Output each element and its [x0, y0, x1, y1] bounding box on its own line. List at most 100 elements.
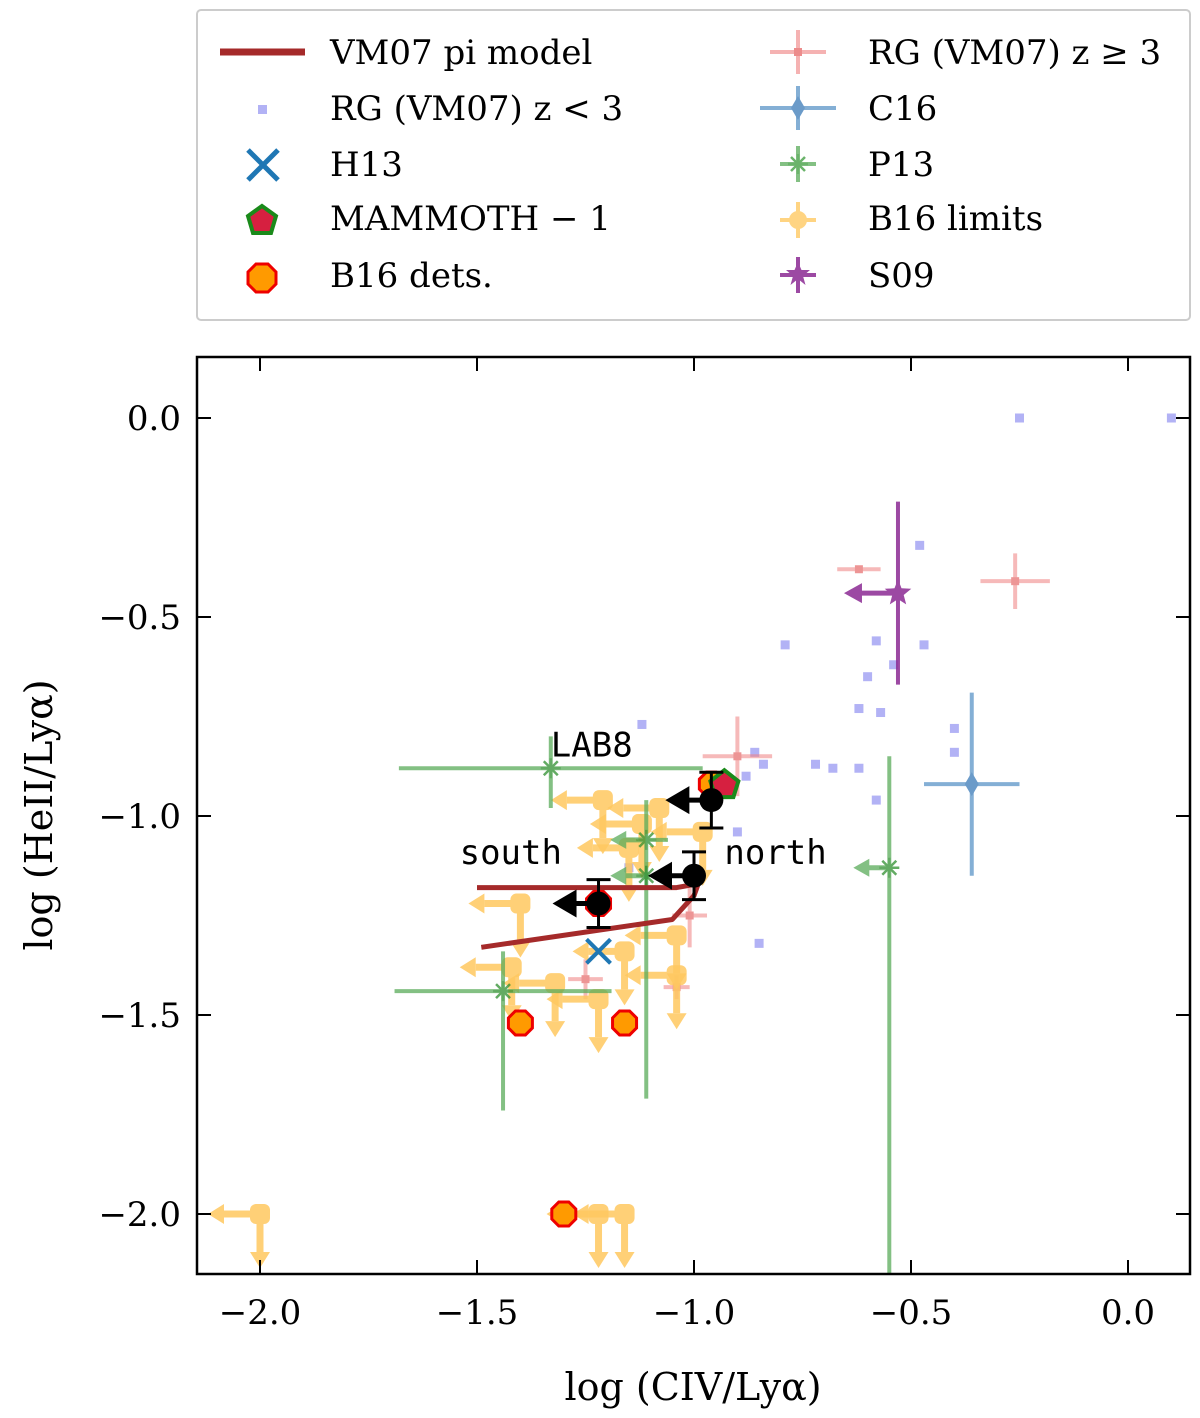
rg-high-point	[837, 565, 881, 574]
legend-entry-b16dets: B16 dets.	[246, 256, 493, 296]
b16-limit-left-head	[572, 1204, 589, 1224]
rg-low-point	[889, 660, 899, 670]
b16-limit-down-head	[545, 1021, 566, 1038]
legend-handle-rg-high-marker	[794, 48, 802, 56]
s09-point	[843, 501, 912, 685]
rg-high-marker	[733, 752, 742, 761]
legend-handle-h13-marker	[246, 148, 280, 182]
b16-limit-marker	[592, 790, 613, 811]
b16-limit-down-head	[614, 989, 635, 1006]
legend-label-rg-high: RG (VM07) z ≥ 3	[868, 33, 1161, 73]
annotation-layer: LAB8 south north	[460, 725, 827, 873]
b16-limit-marker	[250, 1204, 270, 1224]
p13-marker	[879, 857, 900, 878]
b16-limit-marker	[692, 821, 713, 842]
rg-low-point	[780, 640, 790, 650]
rg-low-point	[854, 704, 864, 714]
b16-det-marker	[550, 1200, 578, 1228]
this-work-limit-head	[665, 786, 690, 815]
legend-label-h13: H13	[330, 145, 403, 185]
b16-limit-down-head	[588, 1252, 609, 1268]
plot-area: log (CIV/Lyα) log (HeII/Lyα) LAB8 south …	[17, 355, 1192, 1409]
b16-limit-left-head	[503, 973, 520, 994]
c16-point	[924, 692, 1020, 876]
p13-limit-head	[610, 830, 627, 849]
x-axis-ticks: −2.0 −1.5 −1.0 −0.5 0.0	[219, 357, 1155, 1333]
x-tick-label: −2.0	[219, 1293, 302, 1333]
rg-low-point	[919, 640, 929, 650]
y-axis-ticks: 0.0 −0.5 −1.0 −1.5 −2.0	[98, 399, 1190, 1235]
this-work-limit-head	[648, 861, 672, 890]
b16-limit-point	[468, 893, 531, 958]
rg-high-point	[980, 553, 1050, 610]
b16-limit-left-head	[468, 893, 485, 914]
rg-high-marker	[1011, 577, 1020, 586]
b16-limit-marker	[649, 798, 670, 819]
b16-limit-down-head	[614, 1252, 635, 1268]
this-work-point	[648, 850, 706, 902]
legend-label-p13: P13	[868, 145, 934, 185]
legend-entry-p13	[780, 146, 816, 182]
this-work-limit-head	[552, 889, 577, 918]
x-tick-label: 0.0	[1101, 1293, 1155, 1333]
legend-handle-mammoth-marker	[245, 203, 279, 235]
b16-limit-down-head	[666, 1013, 687, 1030]
legend-handle-c16-marker	[791, 96, 805, 120]
b16-limit-point	[572, 1204, 635, 1268]
b16-limit-down-head	[510, 941, 531, 958]
h13-marker	[585, 937, 612, 965]
rg-high-marker	[854, 565, 863, 574]
rg-low-point	[915, 540, 925, 550]
legend-handle-rg-low-marker	[258, 105, 267, 114]
this-work-point	[552, 878, 611, 929]
x-tick-label: −1.0	[653, 1293, 736, 1333]
rg-low-point	[863, 672, 873, 682]
b16-limit-left-head	[624, 925, 641, 946]
p13-marker	[636, 865, 657, 886]
rg-low-point	[828, 763, 838, 773]
legend-entry-h13: H13	[246, 145, 403, 185]
b16-limit-left-head	[459, 957, 476, 978]
b16-limit-point	[550, 790, 613, 855]
rg-high-marker	[685, 911, 694, 920]
legend-label-s09: S09	[868, 256, 935, 296]
p13-marker	[493, 981, 514, 1002]
b16-limit-left-head	[208, 1204, 224, 1224]
b16-limit-marker	[614, 941, 635, 962]
b16-limit-down-head	[588, 1037, 609, 1054]
b16-limit-marker	[501, 957, 522, 978]
b16-limit-marker	[510, 893, 531, 914]
legend-label-vm07: VM07 pi model	[329, 33, 592, 73]
b16-limit-left-head	[650, 821, 667, 842]
this-work-marker	[682, 863, 706, 888]
p13-marker	[540, 758, 561, 779]
legend-entry-rg-low: RG (VM07) z < 3	[258, 89, 623, 129]
b16-limit-marker	[545, 973, 566, 994]
legend-label-c16: C16	[868, 89, 937, 129]
annotation-south: south	[460, 833, 562, 873]
rg-low-point	[741, 771, 751, 781]
annotation-north: north	[724, 833, 826, 873]
b16-limit-point	[546, 989, 609, 1054]
p13-point	[610, 865, 657, 886]
legend-entry-mammoth: MAMMOTH − 1	[245, 199, 611, 239]
x-axis-label: log (CIV/Lyα)	[564, 1365, 821, 1409]
rg-low-point	[1015, 413, 1024, 423]
b16-det-marker	[506, 1009, 534, 1037]
vm07-model-line-lower	[480, 882, 701, 950]
b16-limit-marker	[666, 965, 687, 986]
s09-marker	[884, 579, 912, 605]
rg-low-point	[732, 827, 742, 837]
y-tick-label: 0.0	[127, 399, 181, 439]
plot-frame	[197, 357, 1190, 1274]
b16-limit-marker	[631, 813, 652, 834]
legend-label-rg-low: RG (VM07) z < 3	[330, 89, 623, 129]
b16-det-marker	[611, 1009, 639, 1037]
legend-entry-rg-high	[770, 30, 826, 74]
b16-limit-left-head	[624, 965, 641, 986]
rg-low-point	[1166, 413, 1176, 423]
b16-limit-down-head	[592, 838, 613, 855]
legend-handle-b16dets-marker	[246, 262, 278, 294]
rg-low-point	[754, 938, 764, 948]
legend-entry-s09	[780, 257, 816, 293]
